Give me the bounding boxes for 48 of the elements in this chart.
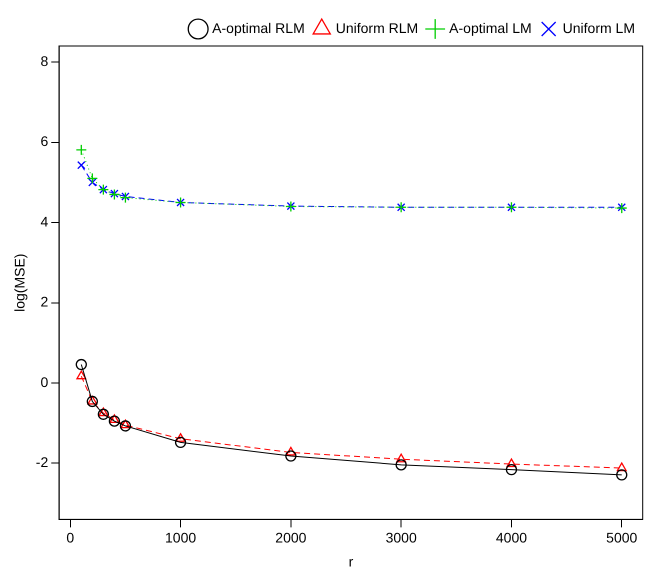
point	[120, 420, 132, 432]
legend-label: A-optimal RLM	[212, 20, 305, 36]
x-tick-label: 3000	[386, 530, 417, 546]
y-tick-label: 2	[40, 294, 48, 310]
y-tick-label: 6	[40, 133, 48, 150]
point	[76, 144, 87, 156]
x-tick-label: 5000	[606, 530, 638, 546]
point	[86, 396, 98, 408]
point	[76, 370, 86, 380]
point	[77, 160, 86, 170]
legend-label: A-optimal LM	[449, 20, 532, 36]
y-tick-label: 4	[40, 213, 48, 230]
point	[121, 192, 130, 201]
point	[88, 178, 97, 187]
point	[616, 469, 628, 481]
point	[108, 188, 120, 200]
point	[506, 464, 518, 476]
legend-label: Uniform RLM	[336, 20, 418, 36]
point	[98, 408, 110, 420]
y-tick-label: 8	[40, 52, 48, 69]
x-axis-title: r	[348, 553, 354, 570]
point	[618, 203, 626, 212]
point	[86, 172, 98, 184]
x-tick-label: 0	[66, 530, 74, 546]
point	[285, 450, 297, 462]
point	[176, 433, 186, 442]
point	[286, 446, 296, 456]
point	[396, 459, 407, 470]
point	[87, 396, 98, 405]
point	[616, 202, 628, 214]
point	[76, 358, 87, 370]
point	[506, 458, 516, 468]
y-tick-label: -2	[36, 454, 48, 470]
point	[120, 419, 130, 428]
point	[110, 189, 119, 198]
point	[396, 454, 406, 462]
point	[174, 436, 186, 448]
legend-label: Uniform LM	[562, 20, 636, 36]
point	[109, 414, 120, 424]
x-tick-label: 1000	[164, 530, 196, 546]
x-tick-label: 2000	[275, 530, 307, 546]
y-tick-label: 0	[40, 374, 48, 390]
point	[108, 415, 120, 427]
point	[616, 462, 627, 472]
point	[98, 407, 108, 416]
x-tick-label: 4000	[496, 530, 528, 546]
point	[120, 192, 132, 204]
y-axis-title: log(MSE)	[11, 254, 28, 312]
